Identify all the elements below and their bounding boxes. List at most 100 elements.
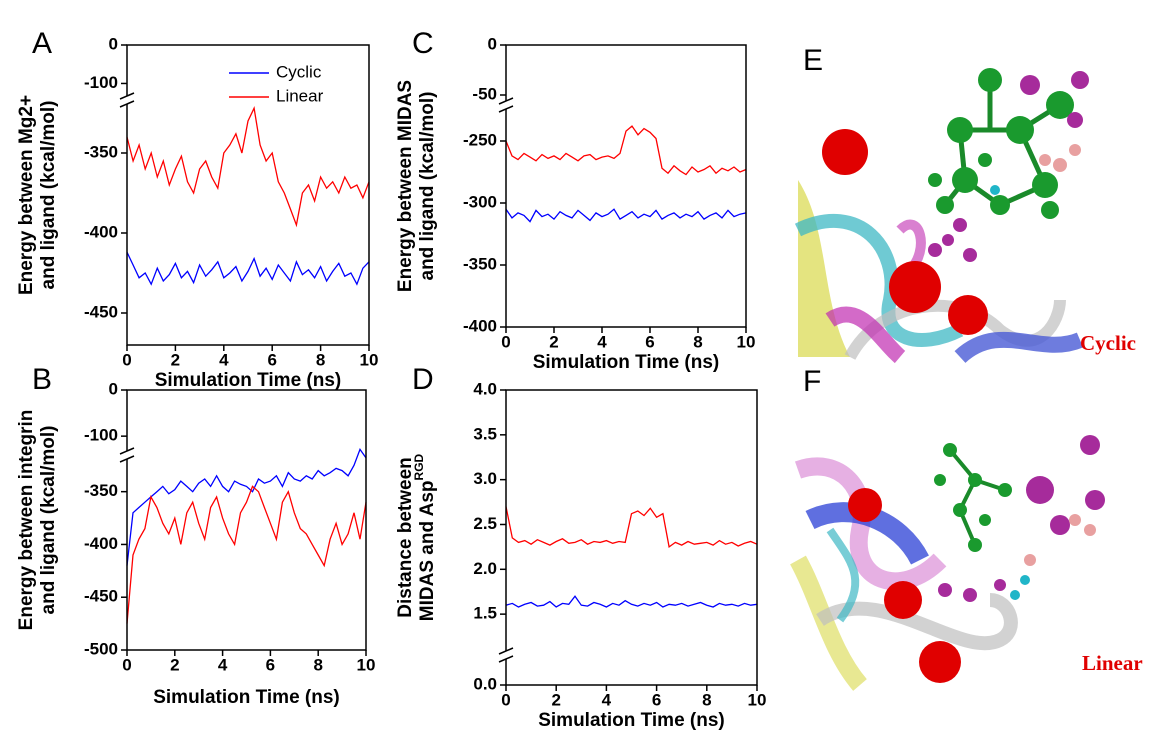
molecule-image-e: Cyclic: [794, 68, 1150, 364]
x-tick-label: 0: [122, 350, 131, 369]
data-line: [126, 251, 370, 286]
y-axis-label-text: and ligand (kcal/mol): [417, 92, 438, 281]
x-tick-label: 10: [748, 690, 767, 709]
panel-label: F: [803, 365, 821, 398]
plot-frame: [126, 389, 367, 651]
axis-break-mark: [119, 455, 135, 463]
y-tick-label: 1.5: [473, 604, 497, 623]
y-tick-label: -350: [84, 142, 118, 161]
y-axis-label: Distance between: [395, 457, 416, 618]
y-tick-label: 0.0: [473, 674, 497, 693]
data-line: [505, 506, 758, 549]
y-tick-label: -450: [84, 302, 118, 321]
data-line: [126, 106, 370, 228]
x-tick-label: 8: [316, 350, 325, 369]
x-tick-label: 2: [549, 332, 558, 351]
axis-break-gap: [498, 651, 514, 659]
x-axis-label: Simulation Time (ns): [533, 352, 720, 373]
image-caption: Cyclic: [1080, 331, 1136, 355]
data-line: [505, 208, 747, 223]
image-caption: Linear: [1082, 651, 1143, 675]
y-axis-label: and ligand (kcal/mol): [417, 92, 438, 281]
y-axis-label-text: Distance between: [395, 457, 416, 618]
legend-label: Linear: [276, 86, 324, 105]
axis-break-mark: [119, 447, 135, 455]
data-line: [505, 125, 747, 176]
x-tick-label: 4: [597, 332, 607, 351]
x-axis-label: Simulation Time (ns): [155, 370, 342, 391]
axis-break-mark: [498, 105, 514, 113]
data-line: [505, 595, 758, 608]
axis-break-mark: [119, 92, 135, 100]
y-tick-label: -300: [463, 192, 497, 211]
y-tick-label: -500: [84, 639, 118, 658]
y-tick-label: -250: [463, 130, 497, 149]
y-axis-label: Energy between MIDAS: [395, 80, 416, 292]
panel-label: B: [32, 363, 52, 396]
x-tick-label: 2: [170, 655, 179, 674]
x-tick-label: 6: [267, 350, 276, 369]
y-axis-label-text: MIDAS and Asp: [417, 480, 438, 621]
y-tick-label: 2.0: [473, 559, 497, 578]
y-tick-label: 0: [109, 34, 118, 53]
y-tick-label: -400: [84, 534, 118, 553]
x-tick-label: 0: [501, 332, 510, 351]
x-tick-label: 8: [702, 690, 711, 709]
x-tick-label: 8: [313, 655, 322, 674]
data-line: [126, 485, 367, 624]
x-tick-label: 8: [693, 332, 702, 351]
y-axis-label-text: Energy between integrin: [16, 410, 37, 631]
panel-label: C: [412, 27, 434, 60]
y-axis-label-text: and ligand (kcal/mol): [38, 101, 59, 290]
data-line: [126, 448, 367, 566]
y-axis-label-text: Energy between MIDAS: [395, 80, 416, 292]
y-tick-label: -350: [463, 254, 497, 273]
plot-frame: [126, 44, 370, 346]
x-tick-label: 6: [652, 690, 661, 709]
plot-frame: [505, 389, 758, 686]
y-axis-label: and ligand (kcal/mol): [38, 426, 59, 615]
x-axis-label: Simulation Time (ns): [153, 687, 340, 708]
y-axis-label: MIDAS and AspRGD: [412, 453, 438, 621]
panel-label: A: [32, 27, 52, 60]
x-tick-label: 6: [266, 655, 275, 674]
y-tick-label: -350: [84, 481, 118, 500]
axis-break-mark: [119, 100, 135, 108]
x-tick-label: 2: [551, 690, 560, 709]
y-tick-label: 3.0: [473, 469, 497, 488]
x-tick-label: 0: [122, 655, 131, 674]
x-tick-label: 10: [357, 655, 376, 674]
axis-break-gap: [119, 96, 135, 104]
x-tick-label: 4: [219, 350, 229, 369]
x-axis-label: Simulation Time (ns): [538, 710, 725, 731]
x-tick-label: 10: [360, 350, 379, 369]
y-tick-label: 0: [488, 34, 497, 53]
axis-break-gap: [498, 101, 514, 109]
legend-label: Cyclic: [276, 62, 322, 81]
y-tick-label: 0: [109, 379, 118, 398]
y-tick-label: 2.5: [473, 514, 497, 533]
y-axis-label-sup: RGD: [412, 453, 426, 480]
y-tick-label: -50: [472, 84, 497, 103]
axis-break-mark: [498, 97, 514, 105]
y-tick-label: 3.5: [473, 424, 497, 443]
y-axis-label: and ligand (kcal/mol): [38, 101, 59, 290]
x-tick-label: 4: [218, 655, 228, 674]
y-tick-label: -400: [463, 316, 497, 335]
x-tick-label: 6: [645, 332, 654, 351]
y-tick-label: -400: [84, 222, 118, 241]
panel-label: E: [803, 44, 823, 77]
molecule-image-f: Linear: [790, 435, 1143, 691]
y-tick-label: -100: [84, 73, 118, 92]
y-tick-label: 4.0: [473, 379, 497, 398]
x-tick-label: 10: [737, 332, 756, 351]
x-tick-label: 0: [501, 690, 510, 709]
axis-break-gap: [119, 451, 135, 459]
x-tick-label: 2: [171, 350, 180, 369]
x-tick-label: 4: [602, 690, 612, 709]
axis-break-mark: [498, 647, 514, 655]
y-axis-label-text: Energy between Mg2+: [16, 95, 37, 295]
y-axis-label-text: and ligand (kcal/mol): [38, 426, 59, 615]
y-axis-label: Energy between Mg2+: [16, 95, 37, 295]
